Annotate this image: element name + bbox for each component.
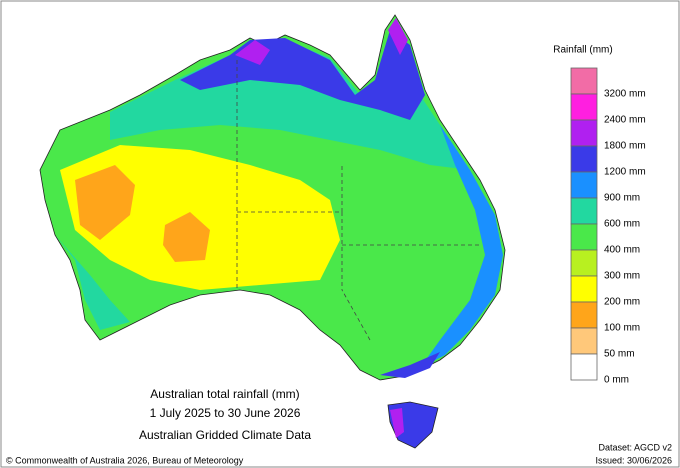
tasmania-west bbox=[390, 408, 404, 438]
legend-label: 200 mm bbox=[604, 297, 640, 308]
legend-swatch bbox=[570, 67, 598, 95]
legend-label: 2400 mm bbox=[604, 115, 646, 126]
legend-label: 1200 mm bbox=[604, 167, 646, 178]
legend-label: 100 mm bbox=[604, 323, 640, 334]
legend-label: 3200 mm bbox=[604, 89, 646, 100]
caption-line: Australian total rainfall (mm) bbox=[150, 387, 299, 401]
state-borders bbox=[236, 60, 480, 341]
legend-swatch bbox=[570, 93, 598, 121]
legend-label: 0 mm bbox=[604, 375, 629, 386]
legend-label: 600 mm bbox=[604, 219, 640, 230]
legend-swatch bbox=[570, 275, 598, 303]
legend-swatch bbox=[570, 353, 598, 381]
southwest-green bbox=[55, 235, 130, 330]
legend-title: Rainfall (mm) bbox=[553, 45, 612, 56]
southeast-blue bbox=[380, 352, 440, 378]
legend-label: 1800 mm bbox=[604, 141, 646, 152]
legend-label: 50 mm bbox=[604, 349, 635, 360]
caption-line: Australian Gridded Climate Data bbox=[139, 428, 311, 442]
legend-swatch bbox=[570, 145, 598, 173]
issued: Issued: 30/06/2026 bbox=[595, 455, 672, 465]
caption-line: 1 July 2025 to 30 June 2026 bbox=[150, 406, 301, 420]
legend-swatch bbox=[570, 301, 598, 329]
legend-label: 900 mm bbox=[604, 193, 640, 204]
legend-swatch bbox=[570, 171, 598, 199]
legend-swatch bbox=[570, 119, 598, 147]
dataset: Dataset: AGCD v2 bbox=[598, 442, 672, 452]
caption: Australian total rainfall (mm) 1 July 20… bbox=[139, 387, 311, 442]
legend-swatch bbox=[570, 249, 598, 277]
legend-swatch bbox=[570, 197, 598, 225]
north-purple bbox=[235, 18, 408, 65]
legend-swatch bbox=[570, 223, 598, 251]
interior-orange bbox=[75, 165, 210, 262]
rainfall-map bbox=[39, 14, 506, 449]
east-coast-blue bbox=[420, 125, 503, 368]
legend-label: 300 mm bbox=[604, 271, 640, 282]
copyright: © Commonwealth of Australia 2026, Bureau… bbox=[6, 455, 244, 465]
legend: Rainfall (mm) 3200 mm 2400 mm 1800 mm 1200 … bbox=[553, 45, 645, 386]
legend-swatch bbox=[570, 327, 598, 355]
legend-label: 400 mm bbox=[604, 245, 640, 256]
